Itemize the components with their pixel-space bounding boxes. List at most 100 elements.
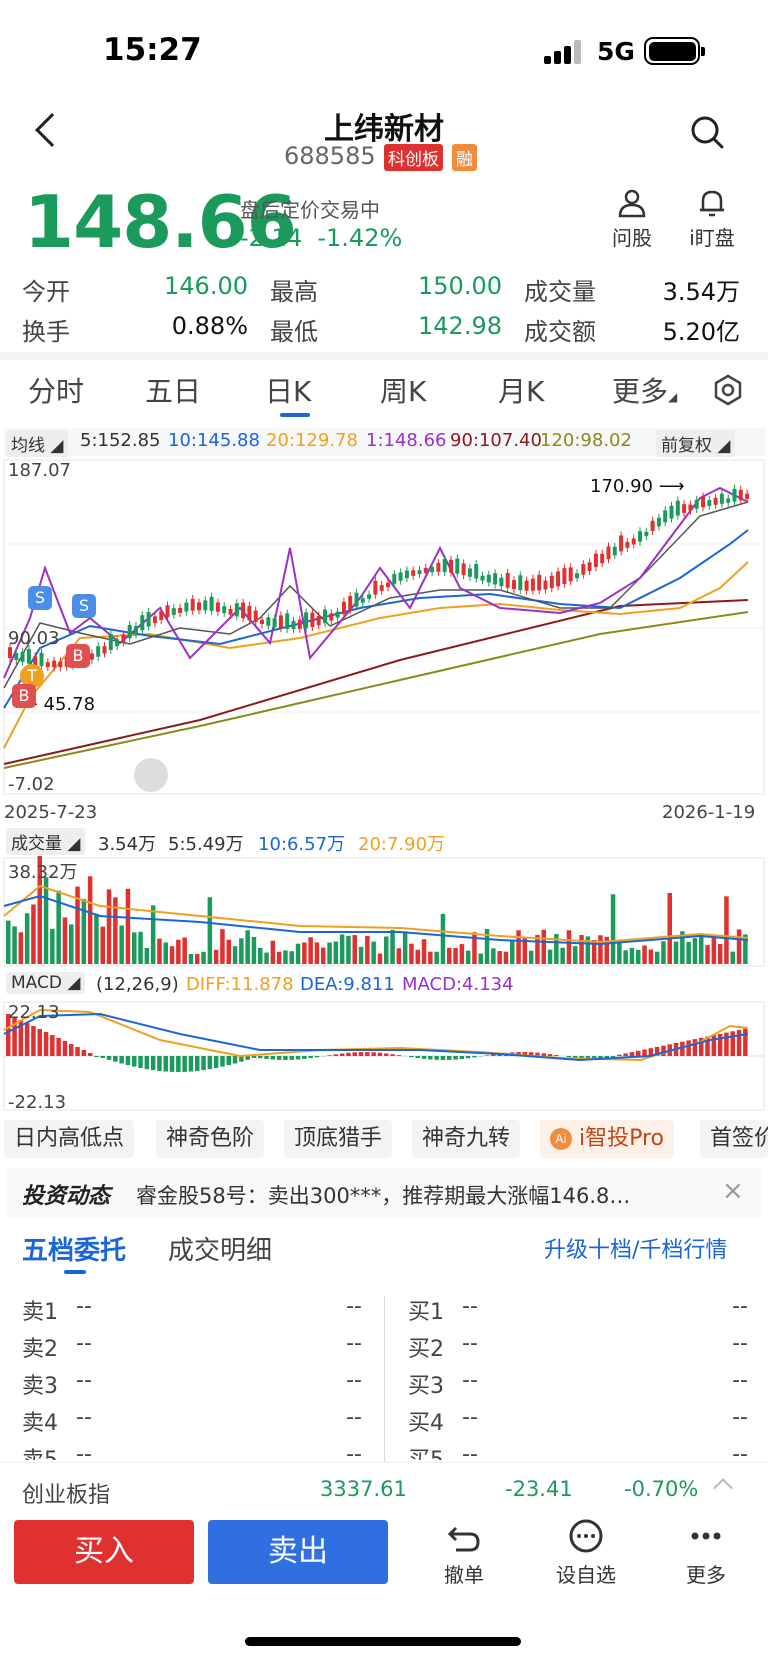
buy-level-volume: -- bbox=[732, 1368, 748, 1393]
more-button[interactable]: 更多 bbox=[666, 1518, 746, 1588]
tab-more[interactable]: 更多◢ bbox=[612, 375, 678, 408]
ma20-line bbox=[3, 561, 749, 749]
search-icon[interactable] bbox=[690, 115, 724, 149]
y-axis-min: -7.02 bbox=[8, 774, 55, 795]
volume-chart bbox=[3, 856, 765, 967]
buy-level-price: -- bbox=[462, 1368, 478, 1393]
volume-value: 3.54万 bbox=[662, 278, 740, 306]
tab-weekly-k[interactable]: 周K bbox=[380, 375, 427, 408]
chevron-up-icon[interactable] bbox=[713, 1478, 733, 1498]
sell-level-volume: -- bbox=[346, 1405, 362, 1430]
order-tab-indicator bbox=[64, 1270, 86, 1274]
divider bbox=[384, 1296, 385, 1462]
y-axis-mid: 90.03 bbox=[8, 628, 60, 649]
ma10-line bbox=[3, 529, 749, 709]
ma1-line bbox=[3, 486, 749, 679]
feature-color-scale[interactable]: 神奇色阶 bbox=[156, 1120, 265, 1158]
buy-button[interactable]: 买入 bbox=[14, 1520, 194, 1584]
network-label: 5G bbox=[597, 37, 635, 66]
amount-label: 成交额 bbox=[524, 318, 596, 346]
tab-trade-detail[interactable]: 成交明细 bbox=[168, 1236, 273, 1266]
feature-first-sign[interactable]: 首签价 bbox=[700, 1120, 768, 1158]
high-value: 150.00 bbox=[418, 272, 502, 300]
ma5-line bbox=[3, 501, 749, 689]
peak-annotation: 170.90 ⟶ bbox=[590, 476, 685, 497]
sell-button[interactable]: 卖出 bbox=[208, 1520, 388, 1584]
buy-level-label: 买4 bbox=[408, 1411, 444, 1436]
index-name: 创业板指 bbox=[22, 1483, 111, 1508]
macd-chart bbox=[3, 1001, 765, 1111]
news-title: 投资动态 bbox=[22, 1184, 111, 1209]
ma10: 10:145.88 bbox=[168, 430, 260, 451]
low-label: 最低 bbox=[270, 318, 318, 346]
more-icon bbox=[691, 1532, 721, 1540]
high-label: 最高 bbox=[270, 278, 318, 306]
buy-book: 买1 -- -- 买2 -- -- 买3 -- -- 买4 -- -- 买5 -- -- bbox=[408, 1290, 748, 1460]
star-market-tag: 科创板 bbox=[384, 144, 443, 171]
index-bar[interactable]: 创业板指 3337.61 -23.41 -0.70% bbox=[0, 1462, 768, 1518]
news-banner[interactable]: 投资动态 睿金股58号：卖出300***，推荐期最大涨幅146.8… × bbox=[6, 1168, 762, 1218]
macd-dea: DEA:9.811 bbox=[300, 974, 395, 995]
ma20: 20:129.78 bbox=[266, 430, 358, 451]
y-axis-max: 187.07 bbox=[8, 460, 71, 481]
price-change: -2.14 -1.42% bbox=[240, 224, 403, 252]
macd-selector[interactable]: MACD ◢ bbox=[6, 972, 86, 994]
sell-level-price: -- bbox=[76, 1294, 92, 1319]
turnover-value: 0.88% bbox=[171, 312, 248, 340]
close-icon[interactable]: × bbox=[722, 1176, 744, 1206]
volume-selector[interactable]: 成交量 ◢ bbox=[6, 828, 86, 855]
volume-ma20: 20:7.90万 bbox=[358, 834, 446, 855]
tab-monthly-k[interactable]: 月K bbox=[498, 375, 545, 408]
index-change: -23.41 bbox=[505, 1477, 573, 1501]
macd-value: MACD:4.134 bbox=[402, 974, 514, 995]
draw-tool-icon[interactable] bbox=[134, 758, 168, 792]
buy-level-row: 买2 -- -- bbox=[408, 1327, 748, 1362]
tab-daily-k[interactable]: 日K bbox=[265, 375, 312, 408]
kline-chart[interactable] bbox=[0, 458, 768, 798]
stock-code: 688585 bbox=[284, 142, 376, 170]
turnover-label: 换手 bbox=[22, 318, 70, 346]
settings-icon[interactable] bbox=[712, 374, 744, 406]
trading-status: 盘后定价交易中 bbox=[240, 198, 380, 222]
watch-market-button[interactable]: i盯盘 bbox=[680, 188, 744, 251]
ma-selector[interactable]: 均线 ◢ bbox=[6, 430, 69, 457]
home-indicator bbox=[245, 1637, 521, 1646]
bell-icon bbox=[700, 190, 724, 217]
sell-marker: S bbox=[28, 586, 52, 610]
buy-level-label: 买2 bbox=[408, 1337, 444, 1362]
macd-diff: DIFF:11.878 bbox=[186, 974, 294, 995]
last-price: 148.66 bbox=[24, 180, 297, 264]
status-time: 15:27 bbox=[103, 32, 202, 68]
volume-max: 38.32万 bbox=[8, 862, 78, 883]
sell-marker: S bbox=[72, 594, 96, 618]
cancel-order-button[interactable]: 撤单 bbox=[424, 1518, 504, 1588]
buy-level-price: -- bbox=[462, 1294, 478, 1319]
index-value: 3337.61 bbox=[320, 1477, 407, 1501]
feature-intraday-highlow[interactable]: 日内高低点 bbox=[4, 1120, 135, 1158]
buy-level-price: -- bbox=[462, 1405, 478, 1430]
upgrade-link[interactable]: 升级十档/千档行情 bbox=[544, 1238, 728, 1263]
buy-marker: B bbox=[12, 684, 36, 708]
volume-current: 3.54万 bbox=[98, 834, 157, 855]
tab-five-day[interactable]: 五日 bbox=[145, 375, 202, 408]
sell-level-volume: -- bbox=[346, 1294, 362, 1319]
tab-order-book[interactable]: 五档委托 bbox=[22, 1236, 127, 1266]
divider bbox=[0, 352, 768, 360]
ask-stock-button[interactable]: 问股 bbox=[600, 188, 664, 251]
chat-icon bbox=[569, 1519, 603, 1553]
adjust-selector[interactable]: 前复权 ◢ bbox=[656, 430, 736, 457]
feature-top-bottom[interactable]: 顶底猎手 bbox=[284, 1120, 393, 1158]
open-value: 146.00 bbox=[164, 272, 248, 300]
sell-level-volume: -- bbox=[346, 1331, 362, 1356]
feature-ai-pro[interactable]: Ai i智投Pro bbox=[540, 1120, 675, 1158]
volume-label: 成交量 bbox=[524, 278, 596, 306]
buy-level-price: -- bbox=[462, 1331, 478, 1356]
sell-level-label: 卖2 bbox=[22, 1337, 58, 1362]
volume-ma10: 10:6.57万 bbox=[258, 834, 346, 855]
tab-intraday[interactable]: 分时 bbox=[28, 375, 85, 408]
stock-title: 上纬新材 bbox=[324, 112, 444, 147]
buy-level-row: 买1 -- -- bbox=[408, 1290, 748, 1325]
feature-nine-turn[interactable]: 神奇九转 bbox=[412, 1120, 521, 1158]
add-watchlist-button[interactable]: 设自选 bbox=[546, 1518, 626, 1588]
buy-level-volume: -- bbox=[732, 1331, 748, 1356]
